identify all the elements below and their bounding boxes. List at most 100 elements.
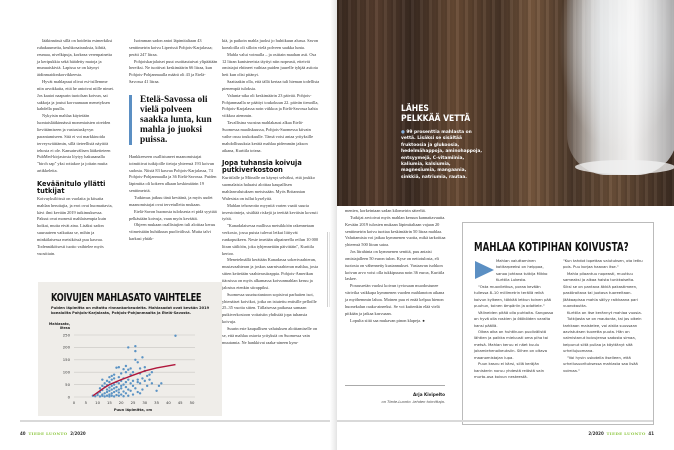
- data-point: [98, 387, 102, 390]
- paragraph: Koivuyksilöissä on vuolaita ja kitsaita …: [37, 195, 113, 256]
- data-point: [136, 380, 139, 384]
- data-point: [157, 384, 161, 388]
- sidebar-title: LÄHES PELKKÄÄ VETTÄ: [401, 104, 471, 124]
- data-point: [136, 361, 139, 364]
- x-tick-label: 25: [131, 400, 136, 405]
- paragraph: Pohjoiskarjalaiset puut osoittautuivat y…: [129, 58, 218, 85]
- data-point: [115, 385, 118, 389]
- data-point: [103, 395, 106, 398]
- paragraph: Jos litrahinta on kymmenen senttiä, puu …: [345, 249, 445, 282]
- data-point: [174, 334, 177, 337]
- paragraph: Ohjeen mukaan osallistujien tuli aloitta…: [129, 222, 216, 242]
- info-box-title: MAHLAA KOTIPIHAN KOIVUSTA?: [474, 240, 629, 254]
- byline-role: on Tiede-Luonto -lehden toimittaja.: [381, 400, 445, 404]
- paragraph: Mahla valui voimalla – ja osittain maaha…: [222, 51, 318, 78]
- data-point: [115, 389, 118, 392]
- paragraph: Nykyisin mahlaa käytetään luontaislääkin…: [37, 113, 111, 174]
- data-point: [110, 388, 113, 391]
- subheading: Jopa tuhansia koivuja putkiverkostoon: [222, 159, 302, 175]
- data-point: [110, 384, 113, 388]
- data-point: [131, 379, 135, 383]
- paragraph: kiä, ja paikoin mahla juoksi jo huhtikuu…: [222, 38, 319, 50]
- paragraph: Oikea aika on huhtikuun puolivälistä läh…: [474, 329, 549, 360]
- birch-sap-photo: LÄHES PELKKÄÄ VETTÄ ● 99 prosenttia mahl…: [337, 0, 674, 206]
- paragraph: Lopulta siitä saa mukavan pinon klapeja.…: [350, 317, 425, 323]
- data-point: [148, 373, 151, 376]
- subheading: Keväänitulo yllätti tutkijat: [37, 179, 106, 195]
- article-column-2: Isoimman sadon antoi läpimitaltaan 43 se…: [129, 38, 219, 243]
- data-point: [127, 346, 130, 349]
- data-point: [127, 394, 130, 397]
- data-point: [103, 382, 106, 385]
- photo-credit-vertical: [327, 232, 332, 307]
- paragraph: menien, korkeintaan sadan kilometrin sät…: [345, 208, 426, 213]
- data-point: [124, 392, 128, 395]
- data-point: [117, 382, 121, 385]
- data-point: [105, 390, 109, 394]
- left-page: lääkinnässä sillä on hoidettu esimerkiks…: [20, 38, 332, 436]
- y-tick-label: 50: [65, 382, 70, 387]
- page-number: 40: [20, 431, 26, 436]
- data-point: [160, 382, 163, 385]
- data-point: [101, 393, 104, 396]
- data-point: [131, 393, 135, 396]
- paragraph: Etelä-Savon huonosta tuloksesta ei pidä …: [129, 208, 217, 221]
- data-point: [127, 388, 130, 391]
- x-tick-label: 30: [142, 400, 147, 405]
- paragraph: "Osta muoviletkua, poraa kevään tullessa…: [474, 284, 551, 309]
- data-point: [108, 380, 111, 384]
- data-point: [150, 371, 154, 374]
- data-point: [124, 364, 128, 368]
- page-footer: 40 TIEDE LUONTO 2/2020: [20, 431, 86, 436]
- data-point: [145, 374, 149, 378]
- data-point: [124, 371, 128, 374]
- paragraph: "Voi hyvin uskotella itselleen, että urh…: [563, 355, 638, 373]
- data-point: [141, 377, 144, 380]
- paragraph: Tutkijat arvioivat myös mahlan keruun ka…: [345, 214, 446, 248]
- issue-number: 2/2020: [588, 431, 604, 436]
- page-footer: 2/2020 TIEDE LUONTO 41: [588, 431, 654, 436]
- info-box-column-2: "Kun tahdot lopettaa valutuksen, ota let…: [563, 258, 643, 374]
- paragraph: Tavallisina vuosina mahlakausi alkaa Ete…: [222, 120, 314, 153]
- x-tick-label: 0: [73, 400, 76, 405]
- data-point: [105, 388, 109, 391]
- data-point: [108, 393, 111, 396]
- data-point: [98, 395, 102, 398]
- paragraph: Isoimman sadon antoi läpimitaltaan 43 se…: [129, 38, 213, 57]
- x-axis-label: Puun läpimitta, cm: [114, 408, 153, 412]
- bullet-icon: ●: [401, 130, 407, 135]
- data-point: [117, 375, 121, 379]
- data-point: [101, 378, 104, 381]
- data-point: [122, 383, 125, 386]
- data-point: [115, 393, 118, 397]
- y-tick-label: 200: [63, 345, 71, 350]
- x-tick-label: 35: [154, 400, 159, 405]
- data-point: [94, 395, 97, 398]
- data-point: [108, 389, 111, 392]
- data-point: [122, 368, 125, 371]
- data-point: [108, 386, 111, 389]
- info-box-column-1: Mahlan valuttaminen kotitarpeeksi on hel…: [474, 258, 554, 381]
- data-point: [150, 382, 154, 385]
- data-point: [117, 394, 121, 397]
- magazine-name: TIEDE LUONTO: [606, 431, 646, 436]
- footer-rule: [20, 420, 330, 422]
- x-tick-label: 10: [95, 400, 100, 405]
- data-point: [105, 394, 109, 397]
- sidebar-body: ● 99 prosenttia mahlasta on vettä. Lisäk…: [401, 130, 483, 180]
- page-number: 41: [648, 431, 654, 436]
- x-tick-label: 5: [85, 400, 88, 405]
- byline-author: Arja Kivipelto: [412, 392, 445, 397]
- data-point: [124, 380, 128, 384]
- data-point: [112, 383, 116, 386]
- article-column-1: lääkinnässä sillä on hoidettu esimerkiks…: [37, 38, 115, 257]
- data-point: [115, 366, 118, 369]
- data-point: [120, 372, 123, 375]
- data-point: [127, 378, 130, 381]
- data-point: [145, 384, 149, 388]
- chart-title: KOIVUJEN MAHLASATO VAIHTELEE: [51, 292, 202, 304]
- data-point: [138, 382, 142, 385]
- data-point: [108, 375, 111, 379]
- triangle-icon: [475, 261, 494, 279]
- y-tick-label: 250: [63, 332, 71, 337]
